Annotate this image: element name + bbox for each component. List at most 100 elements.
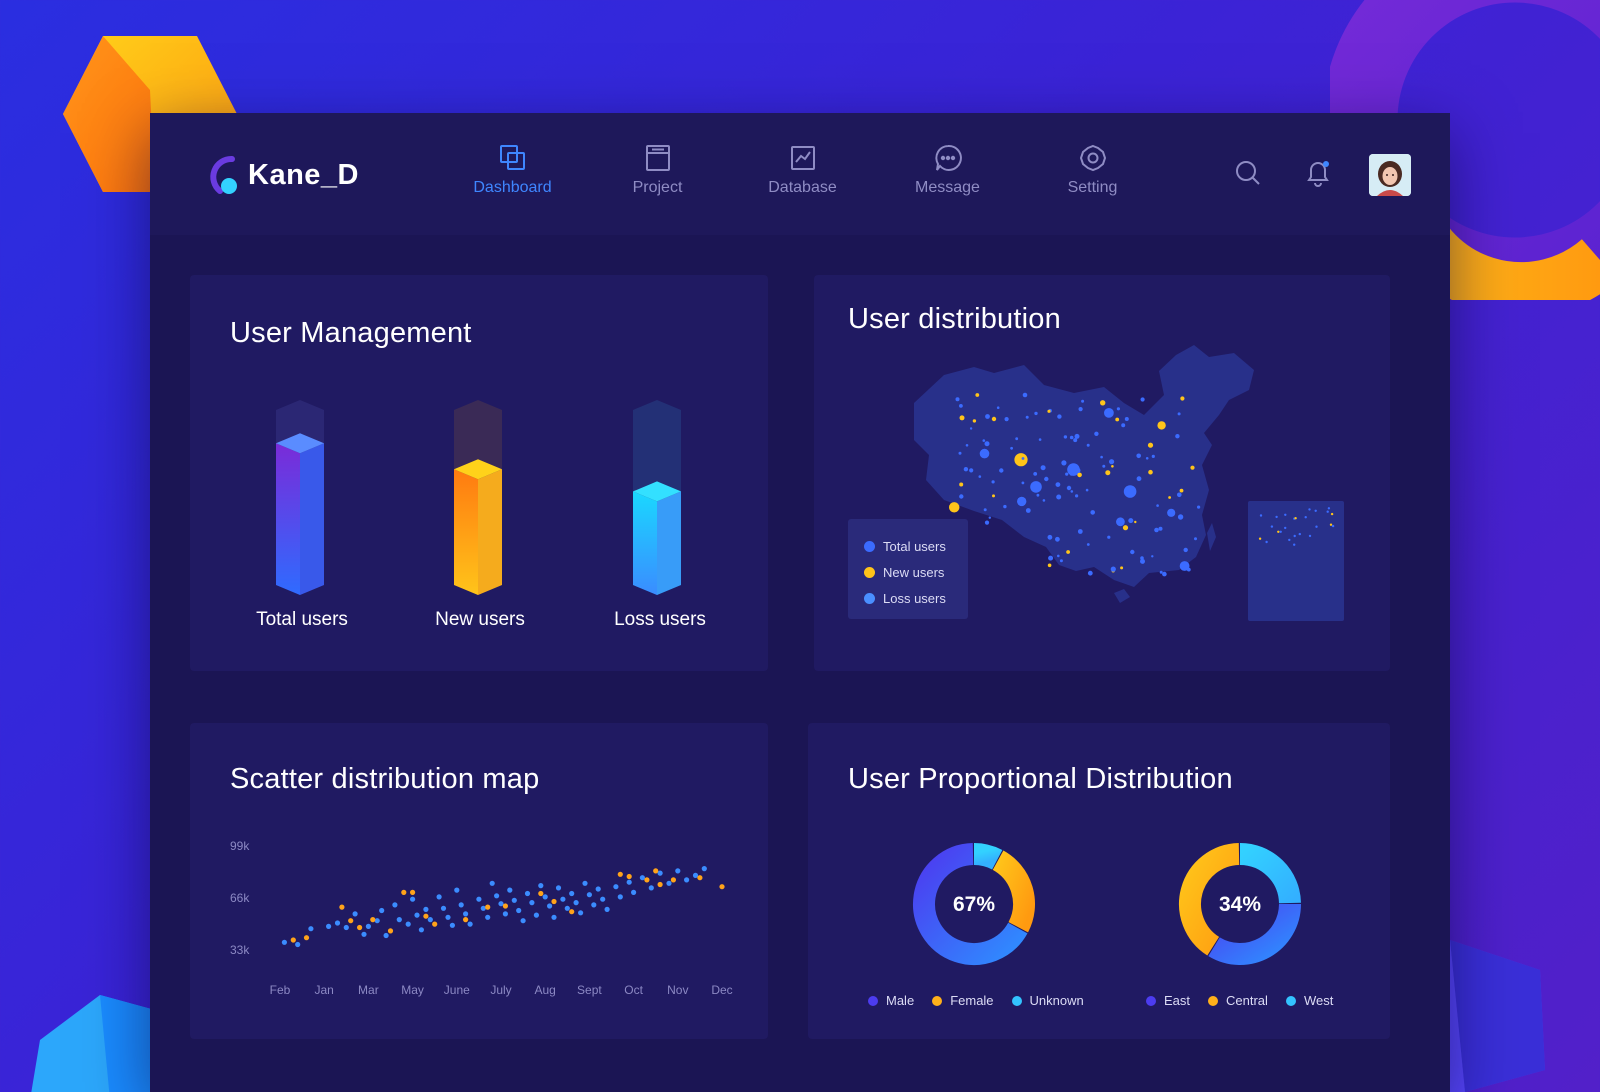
scatter-point xyxy=(701,866,707,872)
map-dot xyxy=(1177,492,1182,498)
scatter-point xyxy=(383,932,389,939)
scatter-point xyxy=(440,905,447,911)
bar-3 xyxy=(633,400,681,595)
scatter-point xyxy=(494,893,500,899)
map-dot xyxy=(1075,468,1081,473)
map-dot xyxy=(1017,496,1027,507)
map-dot xyxy=(996,406,1000,409)
map-dot xyxy=(1123,485,1137,498)
avatar-button[interactable] xyxy=(1368,153,1412,197)
legend-dot-unknown xyxy=(1011,995,1022,1006)
legend-dot-lightblue xyxy=(864,592,875,604)
notification-button[interactable] xyxy=(1296,153,1340,197)
scatter-point xyxy=(516,907,522,914)
map-dot xyxy=(1284,513,1287,516)
map-dot xyxy=(1067,463,1080,476)
map-dot xyxy=(979,448,990,459)
brand[interactable]: Kane_D xyxy=(202,153,359,197)
bar-2 xyxy=(454,400,502,595)
scatter-point xyxy=(675,868,681,874)
donut-region-segment xyxy=(1179,843,1240,956)
legend-dot-east xyxy=(1146,995,1156,1006)
map-dot xyxy=(1033,472,1038,476)
scatter-point xyxy=(564,905,570,911)
search-icon xyxy=(1235,160,1261,191)
map-dot xyxy=(1124,417,1129,421)
donut1-legend: Male Female Unknown xyxy=(868,993,1102,1008)
scatter-point xyxy=(617,894,623,900)
scatter-point xyxy=(692,872,699,878)
map-dot xyxy=(969,427,973,430)
scatter-point xyxy=(644,877,650,883)
map-dot xyxy=(959,404,963,408)
map-dot xyxy=(1167,508,1176,517)
user-management-card: User Management Total users New users Lo… xyxy=(190,275,768,671)
map-dot xyxy=(959,415,965,421)
nav-setting[interactable]: Setting xyxy=(1020,143,1165,197)
map-dot xyxy=(1059,559,1063,563)
legend-east: East xyxy=(1146,993,1190,1008)
scatter-point xyxy=(520,918,526,924)
map-dot xyxy=(1330,512,1334,516)
south-sea-inset xyxy=(1248,501,1344,621)
scatter-card: Scatter distribution map 99k 66k 33k Feb… xyxy=(190,723,768,1039)
scatter-point xyxy=(524,890,531,897)
map-dot xyxy=(1021,457,1025,460)
map-dot xyxy=(1010,446,1013,450)
map-dot xyxy=(1021,481,1025,485)
scatter-point xyxy=(507,887,513,893)
nav-message[interactable]: Message xyxy=(875,143,1020,197)
map-dot xyxy=(1061,460,1067,466)
scatter-point xyxy=(653,868,659,874)
scatter-point xyxy=(502,903,508,909)
donut-gender-segment xyxy=(973,843,1003,870)
map-dot xyxy=(1014,453,1028,467)
nav-setting-label: Setting xyxy=(1067,179,1118,196)
scatter-point xyxy=(657,870,663,876)
y-tick-99k: 99k xyxy=(230,839,250,853)
map-dot xyxy=(1115,417,1120,422)
bar-label-loss-users: Loss users xyxy=(614,609,706,630)
map-dot xyxy=(1025,508,1031,513)
brand-name: Kane_D xyxy=(248,158,359,191)
map-dot xyxy=(958,451,962,455)
map-dot xyxy=(955,397,960,402)
scatter-point xyxy=(697,875,703,881)
top-navigation-bar: Kane_D Dashboard xyxy=(150,113,1450,235)
scatter-point xyxy=(648,885,654,891)
nav-dashboard[interactable]: Dashboard xyxy=(440,143,585,197)
scatter-point xyxy=(374,918,380,924)
scatter-point xyxy=(454,887,460,893)
map-dot xyxy=(1293,543,1296,546)
map-dot xyxy=(1048,555,1054,561)
map-dot xyxy=(1120,566,1124,570)
map-dot xyxy=(1294,517,1297,520)
map-dot xyxy=(1298,532,1301,536)
scatter-point xyxy=(604,906,610,912)
map-dot xyxy=(1179,488,1184,493)
map-dot xyxy=(1085,488,1089,492)
legend-label-new: New users xyxy=(883,564,945,580)
map-dot xyxy=(1288,538,1291,542)
nav-database[interactable]: Database xyxy=(730,143,875,197)
map-dot xyxy=(1055,482,1061,487)
china-map xyxy=(914,345,1344,621)
scatter-plot xyxy=(281,866,725,948)
map-dot xyxy=(1073,438,1078,443)
map-dot xyxy=(1077,472,1082,478)
map-dot xyxy=(1047,563,1052,568)
nav-project-label: Project xyxy=(632,179,683,196)
scatter-point xyxy=(352,911,358,917)
x-tick: Dec xyxy=(711,983,733,997)
search-button[interactable] xyxy=(1226,153,1270,197)
scatter-point xyxy=(595,886,601,892)
map-dot xyxy=(1111,465,1114,468)
scatter-point xyxy=(339,904,345,910)
main-nav: Dashboard Project xyxy=(440,143,1165,197)
nav-project[interactable]: Project xyxy=(585,143,730,197)
scatter-point xyxy=(410,896,416,902)
donut-gender-segment xyxy=(913,843,1028,965)
legend-label-total: Total users xyxy=(883,538,946,554)
scatter-point xyxy=(538,890,544,897)
map-dot xyxy=(1168,496,1171,499)
